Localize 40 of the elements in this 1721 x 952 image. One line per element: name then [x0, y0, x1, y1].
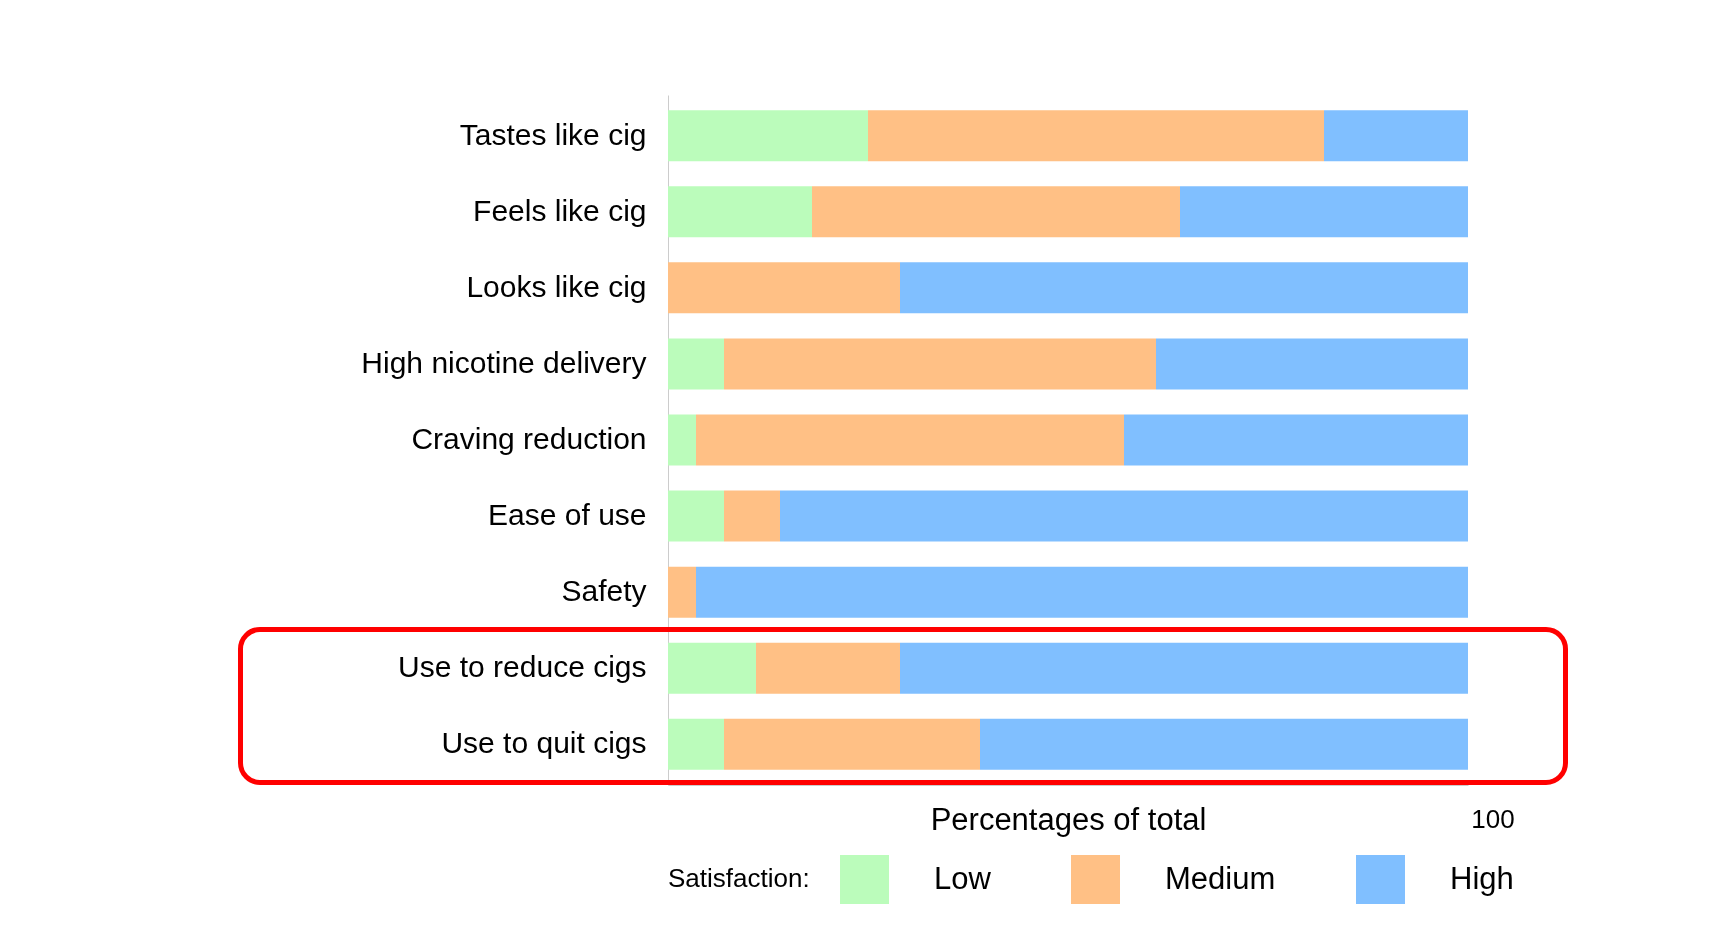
bar	[668, 718, 724, 770]
y-tick-label: High nicotine delivery	[361, 345, 647, 379]
bar	[668, 110, 868, 162]
bar	[900, 262, 1468, 314]
bar	[900, 642, 1468, 694]
bar	[724, 338, 1156, 390]
y-tick-label: Safety	[561, 574, 647, 608]
bar	[756, 642, 900, 694]
bar	[980, 718, 1468, 770]
legend-label: High	[1450, 860, 1514, 896]
legend-label: Medium	[1165, 860, 1276, 896]
bar	[668, 490, 724, 542]
bar	[724, 490, 780, 542]
bar	[1124, 414, 1468, 466]
bar	[1324, 110, 1468, 162]
bar	[668, 414, 696, 466]
y-tick-label: Ease of use	[488, 498, 647, 532]
bar	[668, 338, 724, 390]
bar	[668, 186, 812, 238]
x-axis-title: Percentages of total	[930, 801, 1207, 837]
y-tick-label: Use to reduce cigs	[398, 650, 647, 684]
bar	[724, 718, 980, 770]
y-tick-label: Feels like cig	[473, 193, 647, 227]
legend-label: Low	[934, 860, 992, 896]
bar	[1180, 186, 1468, 238]
text: 100	[1471, 804, 1515, 834]
bar	[780, 490, 1468, 542]
bar	[868, 110, 1324, 162]
bar	[668, 566, 696, 618]
y-tick-label: Looks like cig	[466, 269, 647, 303]
bar	[812, 186, 1180, 238]
y-tick-label: Craving reduction	[411, 422, 647, 455]
bar	[668, 262, 900, 314]
y-tick-label: Use to quit cigs	[441, 726, 647, 760]
bar	[668, 642, 756, 694]
bar	[696, 566, 1468, 618]
legend-title: Satisfaction:	[668, 863, 810, 893]
bar	[1156, 338, 1468, 390]
y-tick-label: Tastes like cig	[459, 117, 647, 151]
bar	[696, 414, 1124, 466]
